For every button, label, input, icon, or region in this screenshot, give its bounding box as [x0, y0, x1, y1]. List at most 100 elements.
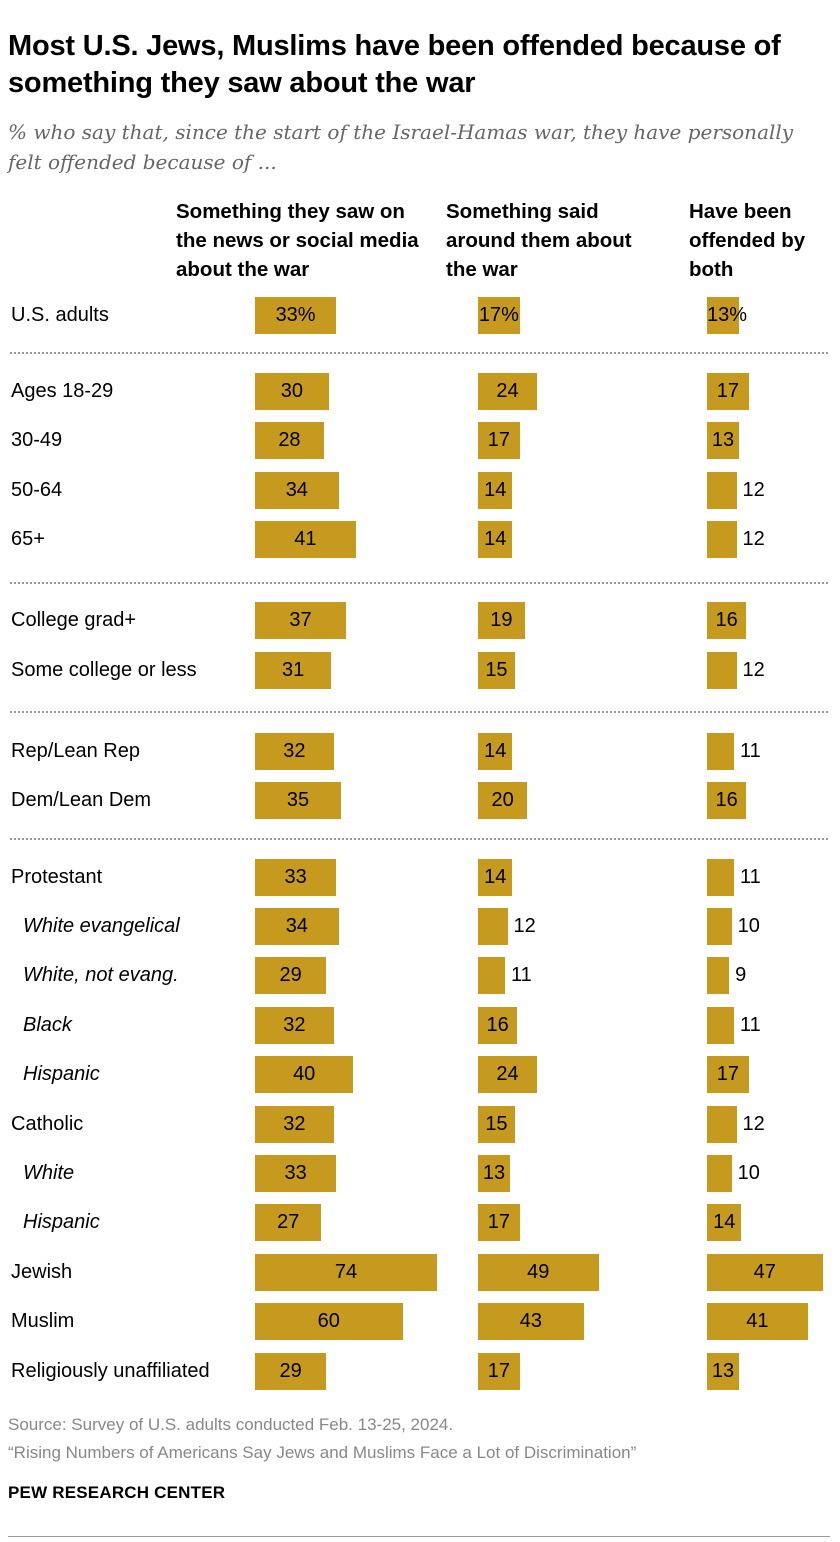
- group-divider-1: [10, 352, 828, 354]
- bar-ages-18-29-col3: [707, 373, 749, 410]
- row-label-white: White: [23, 1162, 75, 1184]
- value-label-protestant-col1: 33: [284, 866, 307, 888]
- bar-hispanic-col2: [478, 1204, 520, 1241]
- value-label-hispanic-col2: 24: [496, 1063, 519, 1085]
- bar-some-college-or-less-col2: [478, 652, 515, 689]
- bar-30-49-col3: [707, 422, 739, 459]
- bar-white-col1: [255, 1155, 337, 1192]
- row-label-protestant: Protestant: [11, 866, 103, 888]
- value-label-hispanic-col3: 17: [716, 1063, 740, 1085]
- value-label-religiously-unaffiliated-col3: 13: [711, 1360, 735, 1382]
- bar-white-not-evang-col2: [478, 957, 506, 994]
- group-divider-3: [10, 711, 828, 713]
- bar-hispanic-col1: [255, 1204, 322, 1241]
- value-label-jewish-col2: 49: [527, 1261, 550, 1283]
- value-label-white-col2: 13: [482, 1162, 506, 1184]
- chart-subtitle: % who say that, since the start of the I…: [8, 120, 794, 174]
- value-label-ages-18-29-col2: 24: [496, 380, 519, 402]
- value-label-religiously-unaffiliated-col1: 29: [279, 1360, 302, 1382]
- value-label-hispanic-col2: 17: [487, 1211, 511, 1233]
- row-label-hispanic: Hispanic: [23, 1211, 100, 1233]
- row-label-rep-lean-rep: Rep/Lean Rep: [11, 740, 140, 762]
- row-label-religiously-unaffiliated: Religiously unaffiliated: [11, 1360, 210, 1382]
- bar-muslim-col2: [478, 1303, 584, 1340]
- value-label-65-col2: 14: [484, 528, 507, 550]
- bar-college-grad-col1: [255, 602, 347, 639]
- value-label-white-not-evang-col1: 29: [279, 964, 302, 986]
- bar-rep-lean-rep-col2: [478, 733, 513, 770]
- chart-title: Most U.S. Jews, Muslims have been offend…: [8, 30, 781, 99]
- pew-logo-text: PEW RESEARCH CENTER: [8, 1483, 226, 1502]
- bar-black-col3: [707, 1007, 735, 1044]
- row-label-30-49: 30-49: [11, 429, 63, 451]
- row-label-hispanic: Hispanic: [23, 1063, 100, 1085]
- bar-rep-lean-rep-col3: [707, 733, 735, 770]
- value-label-muslim-col3: 41: [746, 1310, 769, 1332]
- value-label-protestant-col3: 11: [740, 866, 761, 888]
- value-label-30-49-col2: 17: [487, 429, 511, 451]
- bar-white-evangelical-col2: [478, 908, 508, 945]
- value-label-rep-lean-rep-col2: 14: [484, 740, 507, 762]
- value-label-50-64-col2: 14: [484, 479, 507, 501]
- bar-religiously-unaffiliated-col3: [707, 1353, 739, 1390]
- bar-white-evangelical-col3: [707, 908, 732, 945]
- value-label-white-evangelical-col2: 12: [513, 915, 536, 937]
- value-label-dem-lean-dem-col1: 35: [286, 789, 310, 811]
- bar-50-64-col2: [478, 472, 513, 509]
- bar-jewish-col1: [255, 1254, 438, 1291]
- bar-u-s-adults-col2: [478, 297, 520, 334]
- bar-protestant-col1: [255, 859, 337, 896]
- bar-religiously-unaffiliated-col2: [478, 1353, 520, 1390]
- value-label-white-evangelical-col3: 10: [737, 915, 760, 937]
- bar-some-college-or-less-col3: [707, 652, 737, 689]
- value-label-muslim-col1: 60: [317, 1310, 340, 1332]
- source-note: Source: Survey of U.S. adults conducted …: [8, 1415, 454, 1434]
- value-label-65-col1: 41: [294, 528, 317, 550]
- value-label-ages-18-29-col3: 17: [716, 380, 740, 402]
- row-label-some-college-or-less: Some college or less: [11, 659, 197, 681]
- bar-dem-lean-dem-col3: [707, 782, 747, 819]
- value-label-some-college-or-less-col2: 15: [485, 659, 508, 681]
- bar-college-grad-col2: [478, 602, 525, 639]
- bar-ages-18-29-col1: [255, 373, 329, 410]
- group-divider-2: [10, 582, 828, 584]
- bar-hispanic-col3: [707, 1204, 742, 1241]
- bar-catholic-col3: [707, 1106, 737, 1143]
- row-label-white-not-evang: White, not evang.: [23, 964, 179, 986]
- value-label-some-college-or-less-col1: 31: [282, 659, 305, 681]
- bar-catholic-col1: [255, 1106, 334, 1143]
- value-label-religiously-unaffiliated-col2: 17: [487, 1360, 511, 1382]
- bar-white-col2: [478, 1155, 510, 1192]
- bar-protestant-col3: [707, 859, 735, 896]
- value-label-jewish-col3: 47: [753, 1261, 776, 1283]
- value-label-catholic-col1: 32: [283, 1113, 306, 1135]
- value-label-catholic-col2: 15: [485, 1113, 508, 1135]
- value-label-rep-lean-rep-col3: 11: [740, 740, 761, 762]
- value-label-u-s-adults-col2: 17%: [478, 304, 519, 326]
- column-header-around: Something said around them about the war: [446, 200, 632, 281]
- bar-hispanic-col2: [478, 1056, 538, 1093]
- bar-hispanic-col1: [255, 1056, 354, 1093]
- bar-u-s-adults-col3: [707, 297, 739, 334]
- bar-50-64-col3: [707, 472, 737, 509]
- row-label-dem-lean-dem: Dem/Lean Dem: [11, 789, 152, 811]
- value-label-white-col3: 10: [737, 1162, 760, 1184]
- row-label-65: 65+: [11, 528, 45, 550]
- value-label-65-col3: 12: [742, 528, 765, 550]
- value-label-u-s-adults-col1: 33%: [275, 304, 316, 326]
- bar-college-grad-col3: [707, 602, 747, 639]
- bar-30-49-col1: [255, 422, 324, 459]
- bottom-rule: [8, 1536, 830, 1537]
- bar-rep-lean-rep-col1: [255, 733, 334, 770]
- row-label-black: Black: [23, 1014, 72, 1036]
- bar-white-not-evang-col3: [707, 957, 730, 994]
- row-label-u-s-adults: U.S. adults: [11, 304, 109, 326]
- value-label-hispanic-col3: 14: [713, 1211, 736, 1233]
- row-label-jewish: Jewish: [11, 1261, 73, 1283]
- row-label-catholic: Catholic: [11, 1113, 84, 1135]
- value-label-protestant-col2: 14: [484, 866, 507, 888]
- bar-65-col2: [478, 521, 513, 558]
- bar-jewish-col2: [478, 1254, 599, 1291]
- bar-white-evangelical-col1: [255, 908, 339, 945]
- column-header-both: Have been offended by both: [689, 200, 806, 281]
